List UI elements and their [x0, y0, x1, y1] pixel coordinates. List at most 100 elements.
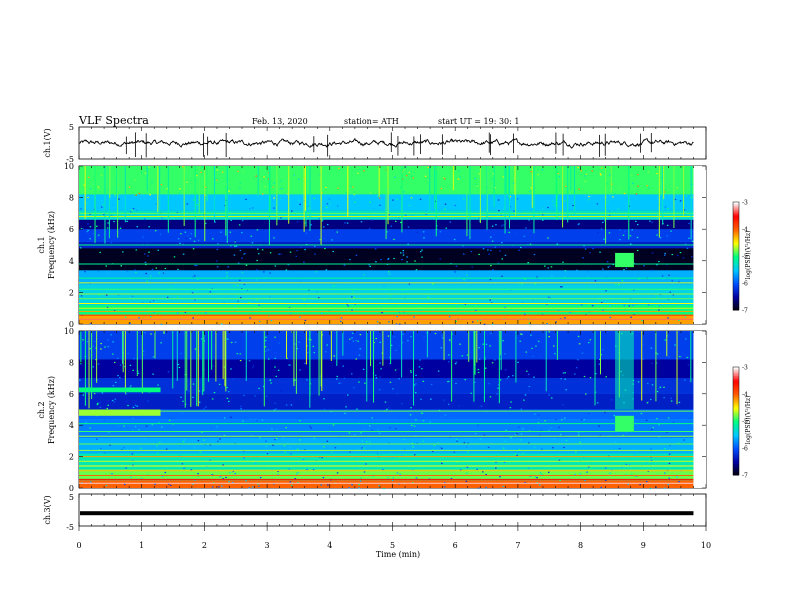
spectrogram-speckle [211, 486, 214, 488]
spectrogram-speckle [560, 433, 562, 436]
spectrogram-speckle [672, 421, 675, 423]
spectrogram-speckle [349, 339, 352, 341]
spectrogram-speckle [304, 362, 306, 364]
spectrogram-speckle [662, 210, 665, 213]
spectrogram-speckle [408, 283, 411, 285]
spectrogram-speckle [422, 339, 425, 341]
colorbar-segment [733, 421, 739, 424]
spectrogram-speckle [378, 197, 381, 199]
spectrogram-speckle [635, 475, 638, 477]
spectrogram-speckle [161, 217, 163, 219]
spectrogram-speckle [650, 347, 653, 349]
spectrogram-speckle [131, 209, 133, 211]
spectrogram-speckle [400, 221, 402, 224]
spectrogram-speckle [690, 256, 693, 258]
spectrogram-speckle [580, 304, 583, 306]
spectrogram-speckle [115, 345, 117, 348]
spectrogram-speckle [216, 169, 219, 171]
spectrogram-speckle [237, 295, 240, 297]
spectrogram-speckle [503, 461, 506, 463]
spectrogram-speckle [275, 428, 278, 430]
spectrogram-speckle [466, 274, 468, 276]
spectrogram-speckle [211, 398, 214, 400]
spectrogram-speckle [658, 304, 661, 307]
colorbar-segment [733, 377, 739, 381]
spectrogram-speckle [474, 310, 477, 312]
spectrogram-speckle [520, 433, 523, 435]
spectrogram-speckle [547, 237, 549, 239]
spectrogram-speckle [434, 200, 437, 202]
spectrogram-speckle [226, 397, 229, 399]
spectrogram-speckle [614, 193, 616, 195]
spectrogram-speckle [355, 468, 358, 470]
spectrogram-speckle [686, 247, 689, 249]
spectrogram-speckle [150, 315, 152, 318]
spectrogram-speckle [334, 413, 337, 415]
spectrogram-speckle [256, 259, 258, 262]
spectrogram-speckle [668, 274, 670, 276]
spectrogram-speckle [533, 446, 536, 449]
spectrogram-speckle [613, 415, 615, 417]
colorbar-segment [733, 462, 739, 465]
spectrogram-speckle [491, 323, 494, 325]
spectrogram-speckle [251, 242, 254, 244]
spectrogram-speckle [465, 480, 468, 482]
spectrogram-speckle [360, 477, 362, 479]
spectrogram-speckle [106, 272, 109, 275]
spectrogram-speckle [100, 174, 103, 176]
spectrogram-speckle [254, 395, 256, 397]
spectrogram-speckle [299, 439, 301, 441]
spectrogram-speckle [132, 464, 134, 466]
spectrogram-speckle [455, 306, 458, 308]
spectrogram-speckle [664, 206, 667, 208]
spectrogram-speckle [470, 250, 473, 253]
spectrogram-speckle [371, 219, 373, 221]
spectrogram-speckle [221, 398, 223, 400]
spectrogram-speckle [559, 479, 561, 482]
spectrogram-speckle [577, 359, 579, 361]
spectrogram-band [79, 437, 694, 454]
spectrogram-speckle [351, 484, 353, 486]
spectrogram-speckle [671, 253, 674, 256]
spectrogram-speckle [683, 209, 686, 211]
spectrogram-speckle [588, 195, 590, 198]
colorbar-segment [733, 261, 739, 264]
spectrogram-speckle [374, 248, 377, 250]
spectrogram-speckle [629, 243, 632, 245]
spectrogram-band [79, 469, 694, 481]
spectrogram-speckle [110, 242, 113, 244]
spectrogram-speckle [207, 460, 209, 462]
spectrogram-speckle [442, 176, 445, 179]
spectrogram-speckle [562, 372, 565, 374]
spectrogram-speckle [130, 476, 133, 479]
spectrogram-speckle [634, 454, 636, 456]
spectrogram-speckle [306, 457, 308, 460]
spectrogram-speckle [177, 238, 180, 240]
ch1-colorbar-label: log(PSD)(V²/Hz) [745, 231, 752, 280]
time-axis-label: Time (min) [376, 550, 420, 559]
spectrogram-speckle [313, 245, 316, 248]
spectrogram-speckle [108, 431, 110, 433]
spectrogram-speckle [257, 248, 259, 250]
spectrogram-speckle [599, 251, 601, 253]
spectrogram-speckle [369, 265, 372, 268]
spectrogram-speckle [476, 185, 479, 187]
spectrogram-speckle [192, 199, 195, 201]
spectrogram-speckle [499, 476, 501, 478]
spectrogram-speckle [420, 412, 423, 414]
spectrogram-speckle [521, 284, 524, 286]
spectrogram-speckle [269, 272, 271, 274]
spectrogram-speckle [275, 408, 277, 410]
spectrogram-speckle [605, 376, 607, 378]
spectrogram-speckle [288, 307, 291, 309]
spectrogram-speckle [269, 379, 272, 381]
spectrogram-speckle [515, 433, 517, 436]
spectrogram-speckle [387, 257, 390, 260]
spectrogram-speckle [122, 251, 124, 253]
spectrogram-speckle [150, 275, 152, 277]
spectrogram-speckle [475, 183, 478, 186]
spectrogram-speckle [608, 214, 611, 217]
spectrogram-speckle [600, 486, 603, 489]
spectrogram-speckle [129, 322, 131, 324]
spectrogram-speckle [264, 346, 267, 348]
